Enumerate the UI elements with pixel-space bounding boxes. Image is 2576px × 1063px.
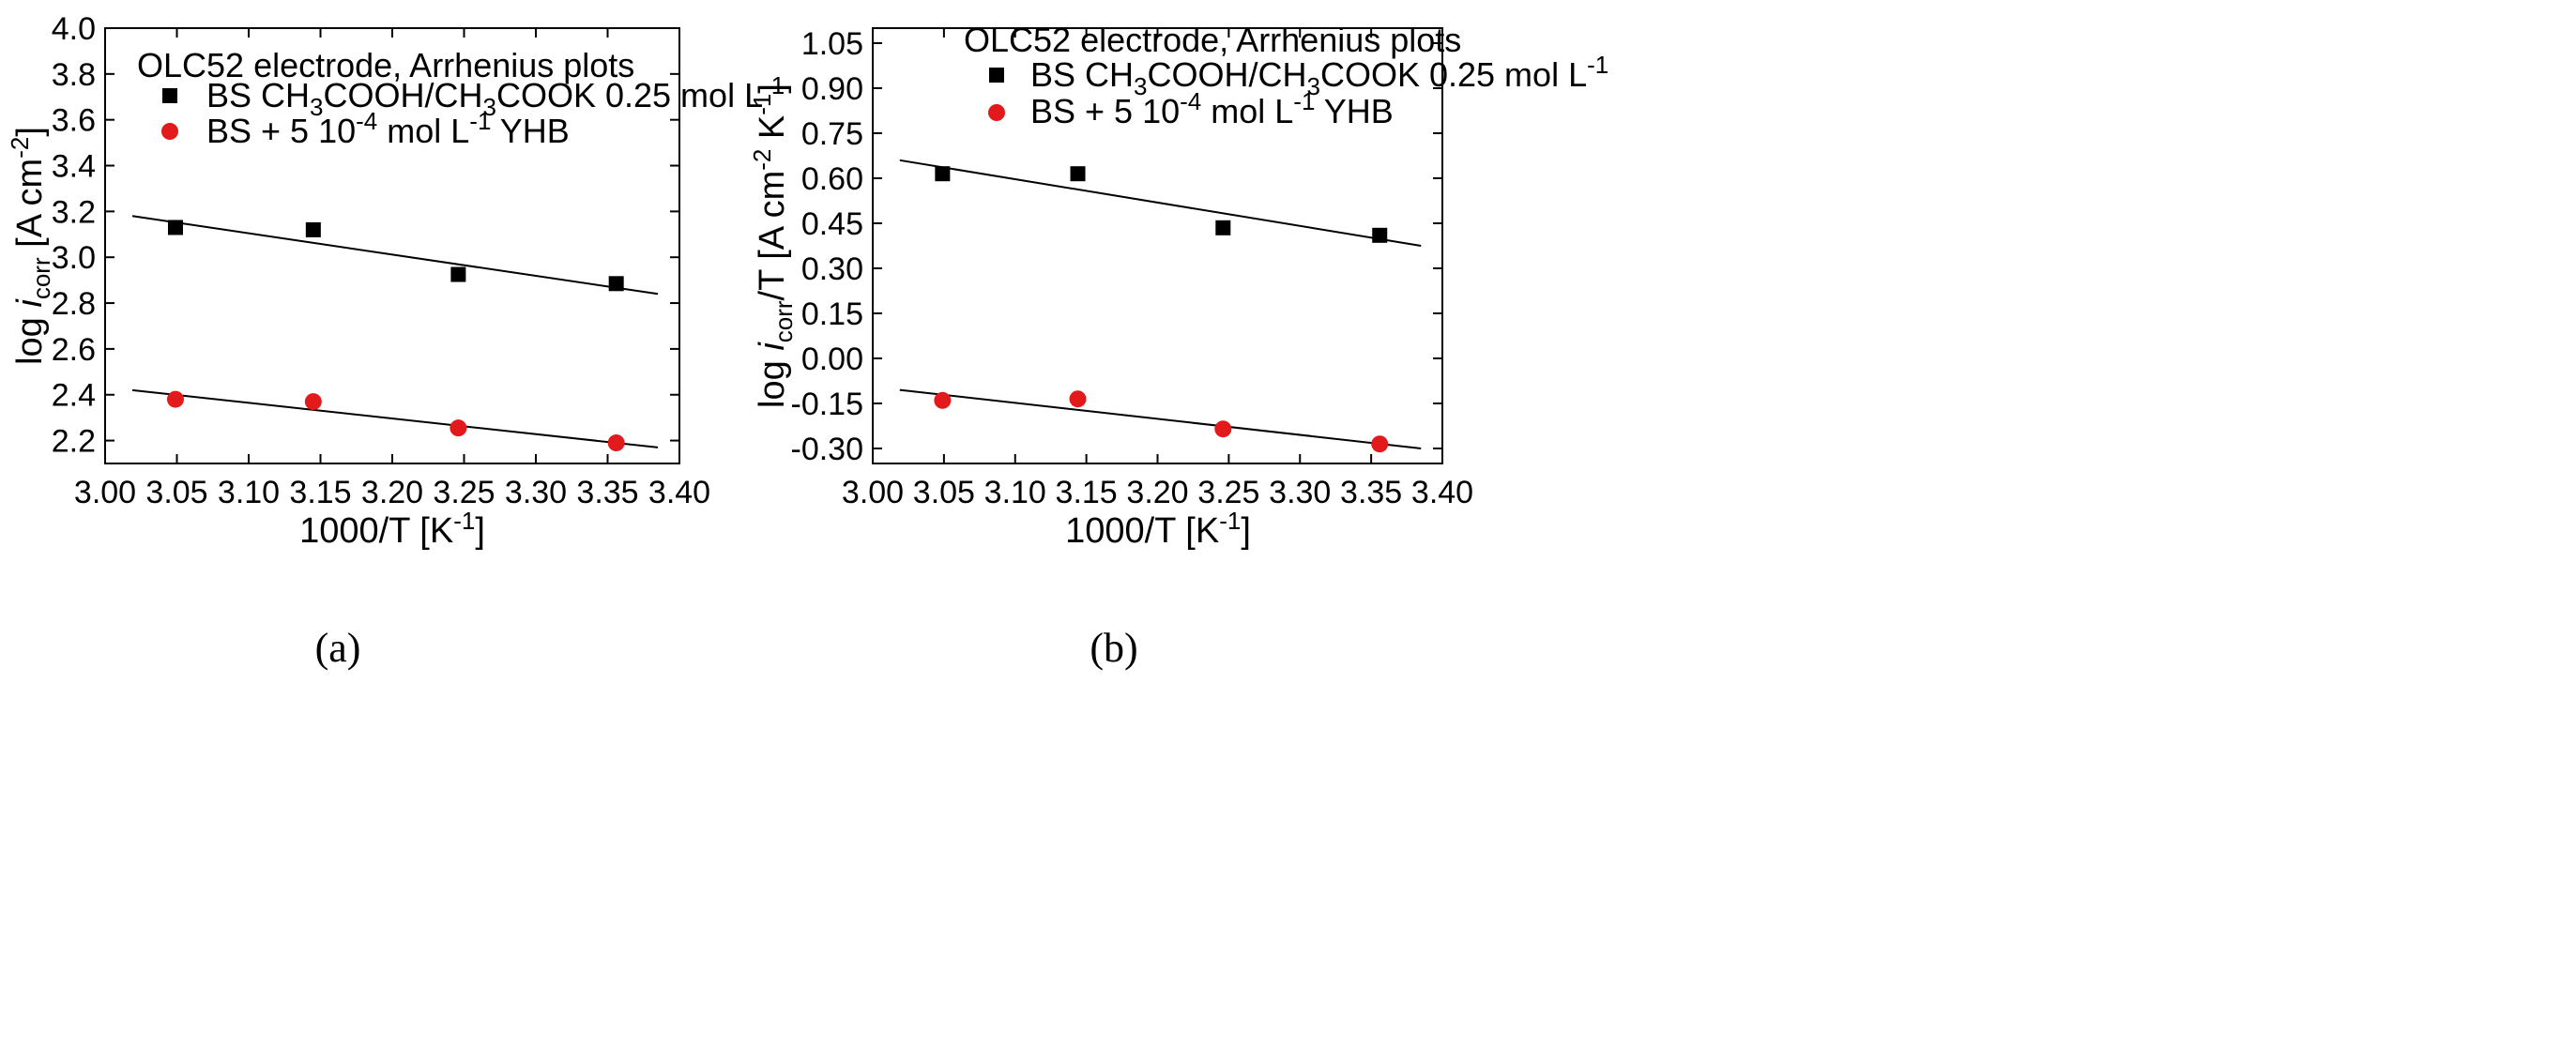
- data-point-circle-1: [934, 391, 952, 409]
- legend-marker-square-a: [162, 88, 177, 103]
- legend-b: BS CH3COOH/CH3COOK 0.25 mol L-1 BS + 5 1…: [988, 51, 1608, 130]
- x-tick-label: 3.25: [433, 475, 495, 510]
- data-point-square-3: [1215, 220, 1231, 235]
- y-tick-label: -0.15: [791, 387, 864, 422]
- legend-label-series2-b: BS + 5 10-4 mol L-1 YHB: [1030, 87, 1394, 130]
- y-tick-label: 3.8: [52, 57, 96, 93]
- y-tick-label: 3.6: [52, 103, 96, 139]
- panel-a: 3.00 3.05 3.10 3.15 3.20 3.25 3.30 3.35 3.40 2.2…: [6, 11, 785, 671]
- y-tick-label: 0.15: [801, 296, 863, 332]
- legend-label-series1-a: BS CH3COOH/CH3COOK 0.25 mol L-1: [206, 71, 785, 121]
- x-tick-label: 3.20: [361, 475, 423, 510]
- data-point-square-3: [450, 266, 466, 282]
- panel-b: 3.00 3.05 3.10 3.15 3.20 3.25 3.30 3.35 3.40 -0.…: [748, 21, 1608, 671]
- annotation-a: OLC52 electrode, Arrhenius plots: [137, 46, 634, 84]
- annotation-b: OLC52 electrode, Arrhenius plots: [964, 21, 1461, 59]
- fit-lines-b: [899, 159, 1422, 449]
- markers-b: [934, 166, 1389, 453]
- data-point-square-4: [608, 276, 624, 292]
- y-tick-label: 2.4: [52, 378, 96, 414]
- x-tick-label: 3.15: [1056, 475, 1118, 510]
- data-point-circle-4: [607, 434, 625, 452]
- data-point-circle-3: [1214, 420, 1232, 438]
- x-tick-label: 3.30: [1269, 475, 1331, 510]
- x-tick-label: 3.40: [1411, 475, 1473, 510]
- x-axis-title-b: 1000/T [K-1]: [1065, 507, 1251, 551]
- y-ticks-b: -0.30 -0.15 0.00 0.15 0.30 0.45 0.60 0.75 0.90 1.…: [791, 26, 1442, 467]
- data-point-square-1: [935, 166, 951, 182]
- markers-a: [166, 220, 625, 452]
- fit-lines-a: [131, 215, 659, 448]
- fit-line-series-1: [131, 215, 659, 296]
- x-tick-label: 3.05: [145, 475, 207, 510]
- y-tick-label: 0.90: [801, 71, 863, 107]
- x-tick-label: 3.05: [913, 475, 975, 510]
- y-axis-title-b: log icorr/T [A cm-2 K-1]: [748, 84, 798, 408]
- data-point-circle-3: [450, 419, 467, 437]
- y-tick-label: 2.6: [52, 332, 96, 368]
- y-tick-label: 2.8: [52, 286, 96, 322]
- y-tick-label: 3.4: [52, 149, 96, 185]
- x-tick-label: 3.40: [648, 475, 710, 510]
- x-tick-label: 3.35: [1340, 475, 1402, 510]
- x-tick-label: 3.15: [289, 475, 351, 510]
- legend-label-series1-b: BS CH3COOH/CH3COOK 0.25 mol L-1: [1030, 51, 1608, 100]
- x-axis-title-a: 1000/T [K-1]: [299, 507, 485, 551]
- y-tick-label: 0.75: [801, 116, 863, 152]
- panel-caption-a: (a): [315, 625, 361, 671]
- fit-line-series-2: [131, 388, 659, 448]
- legend-marker-circle-a: [161, 123, 178, 140]
- data-point-square-4: [1372, 227, 1388, 243]
- legend-label-series2-a: BS + 5 10-4 mol L-1 YHB: [206, 107, 570, 150]
- y-tick-label: 0.60: [801, 161, 863, 197]
- panel-caption-b: (b): [1090, 625, 1137, 671]
- data-point-circle-4: [1371, 435, 1389, 453]
- fit-line-series-1: [899, 159, 1422, 247]
- y-tick-label: -0.30: [791, 432, 864, 467]
- y-tick-label: 4.0: [52, 11, 96, 47]
- data-point-square-2: [305, 221, 321, 237]
- x-tick-label: 3.35: [576, 475, 638, 510]
- y-tick-label: 0.30: [801, 251, 863, 287]
- y-tick-label: 3.2: [52, 194, 96, 230]
- x-ticks-a: 3.00 3.05 3.10 3.15 3.20 3.25 3.30 3.35 3.40: [74, 28, 710, 510]
- x-tick-label: 3.00: [842, 475, 904, 510]
- x-tick-label: 3.20: [1126, 475, 1188, 510]
- y-tick-label: 3.0: [52, 240, 96, 276]
- x-tick-label: 3.10: [984, 475, 1046, 510]
- data-point-square-2: [1070, 166, 1086, 182]
- fit-line-series-2: [899, 388, 1422, 449]
- y-tick-label: 0.45: [801, 206, 863, 242]
- x-tick-label: 3.00: [74, 475, 136, 510]
- x-tick-label: 3.25: [1197, 475, 1259, 510]
- legend-marker-square-b: [989, 68, 1004, 83]
- data-point-circle-1: [166, 390, 184, 408]
- data-point-circle-2: [304, 393, 322, 411]
- data-point-circle-2: [1069, 390, 1087, 408]
- x-tick-label: 3.30: [505, 475, 567, 510]
- y-tick-label: 0.00: [801, 342, 863, 377]
- x-ticks-b: 3.00 3.05 3.10 3.15 3.20 3.25 3.30 3.35 3.40: [842, 28, 1473, 510]
- y-axis-title-a: log icorr [A cm-2]: [6, 127, 55, 365]
- y-tick-label: 2.2: [52, 424, 96, 460]
- legend-marker-circle-b: [988, 104, 1005, 121]
- y-tick-label: 1.05: [801, 26, 863, 62]
- y-ticks-a: 2.2 2.4 2.6 2.8 3.0 3.2 3.4 3.6 3.8 4.0: [52, 11, 679, 460]
- x-tick-label: 3.10: [218, 475, 280, 510]
- legend-a: BS CH3COOH/CH3COOK 0.25 mol L-1 BS + 5 1…: [161, 71, 785, 150]
- data-point-square-1: [167, 220, 183, 235]
